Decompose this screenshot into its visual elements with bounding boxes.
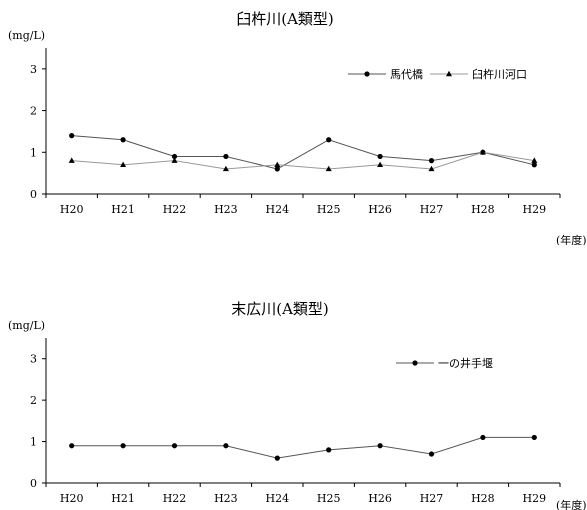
y-tick-label: 1 <box>30 436 37 449</box>
data-point <box>171 443 178 449</box>
data-point <box>531 162 537 168</box>
data-point <box>68 157 75 163</box>
data-point <box>223 443 229 449</box>
data-point <box>120 161 127 167</box>
x-tick-label: H25 <box>317 492 341 505</box>
y-tick-label: 1 <box>30 146 37 159</box>
legend-item: 臼杵川河口 <box>430 67 527 81</box>
data-point <box>326 447 332 453</box>
data-point <box>531 157 538 163</box>
data-point <box>274 161 281 167</box>
chart-title: 末広川(A類型) <box>231 300 329 318</box>
x-tick-label: H21 <box>111 492 135 505</box>
x-tick-label: H26 <box>368 203 392 216</box>
x-tick-label: H23 <box>214 203 238 216</box>
x-tick-label: H21 <box>111 203 135 216</box>
chart-usuki-river: 臼杵川(A類型) (mg/L) (年度) 0 1 2 3 H20 H21 H22 H23 H24… <box>8 10 587 245</box>
x-tick-label: H22 <box>163 203 187 216</box>
x-tick-label: H29 <box>523 203 547 216</box>
legend-label: 一の井手堰 <box>438 356 493 370</box>
data-point <box>222 165 229 172</box>
data-point <box>325 165 332 172</box>
data-point <box>120 137 126 143</box>
y-tick-label: 2 <box>30 394 37 407</box>
y-tick-label: 0 <box>30 188 37 201</box>
series-line <box>71 151 535 170</box>
series-1 <box>69 133 537 172</box>
data-point <box>377 161 384 167</box>
x-unit-label: (年度) <box>556 233 587 245</box>
x-tick-label: H28 <box>471 492 495 505</box>
data-point <box>171 157 178 163</box>
data-point <box>274 455 280 461</box>
y-unit-label: (mg/L) <box>8 29 45 42</box>
legend-label: 馬代橋 <box>390 67 423 81</box>
data-point <box>223 153 229 160</box>
x-tick-label: H23 <box>214 492 238 505</box>
data-point <box>428 451 435 457</box>
data-point <box>69 443 75 449</box>
x-tick-label: H20 <box>60 203 84 216</box>
chart-suehiro-river: 末広川(A類型) (mg/L) (年度) 0 1 2 3 H20 H21 H22 H23 H24… <box>8 300 587 510</box>
x-tick-label: H26 <box>368 492 392 505</box>
x-tick-label: H28 <box>471 203 495 216</box>
data-point <box>120 443 126 449</box>
data-point <box>377 153 383 160</box>
y-tick-label: 0 <box>30 477 37 490</box>
data-point <box>69 133 75 139</box>
legend-label: 臼杵川河口 <box>472 67 527 81</box>
legend-marker <box>412 360 418 366</box>
series-line <box>71 135 535 170</box>
legend-marker <box>364 71 370 77</box>
data-point <box>171 153 178 160</box>
legend-item: 一の井手堰 <box>396 356 493 370</box>
legend-item: 馬代橋 <box>348 67 423 81</box>
data-point <box>428 165 435 172</box>
y-unit-label: (mg/L) <box>8 319 45 332</box>
series-2 <box>68 149 538 172</box>
x-tick-label: H22 <box>163 492 187 505</box>
data-point <box>428 158 435 164</box>
x-tick-label: H25 <box>317 203 341 216</box>
x-tick-label: H20 <box>60 492 84 505</box>
y-tick-label: 2 <box>30 105 37 118</box>
series-1 <box>69 434 537 461</box>
data-point <box>531 434 537 441</box>
data-point <box>377 443 383 449</box>
x-tick-label: H27 <box>420 203 444 216</box>
x-tick-label: H27 <box>420 492 444 505</box>
x-tick-label: H24 <box>266 203 290 216</box>
data-point <box>479 149 486 155</box>
series-line <box>71 436 535 459</box>
data-point <box>274 166 280 172</box>
data-point <box>326 137 332 143</box>
x-unit-label: (年度) <box>556 498 587 510</box>
y-tick-label: 3 <box>30 63 37 76</box>
legend-marker <box>446 70 452 77</box>
x-tick-label: H24 <box>266 492 290 505</box>
chart-title: 臼杵川(A類型) <box>236 10 334 28</box>
x-tick-label: H29 <box>523 492 547 505</box>
data-point <box>480 434 486 441</box>
y-tick-label: 3 <box>30 353 37 366</box>
